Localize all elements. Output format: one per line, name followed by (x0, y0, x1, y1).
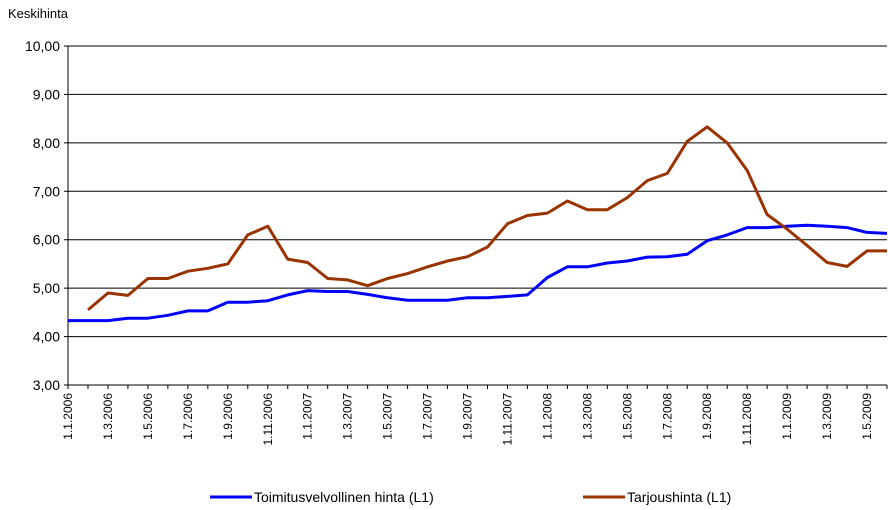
y-tick-label: 10,00 (25, 38, 60, 54)
legend-label: Toimitusvelvollinen hinta (L1) (254, 489, 434, 505)
x-tick-label: 1.9.2008 (700, 393, 714, 440)
x-tick-label: 1.9.2006 (221, 393, 235, 440)
y-tick-label: 5,00 (33, 280, 60, 296)
y-tick-label: 7,00 (33, 183, 60, 199)
x-tick-label: 1.5.2006 (141, 393, 155, 440)
x-tick-label: 1.3.2008 (580, 393, 594, 440)
x-tick-label: 1.3.2007 (341, 393, 355, 440)
x-tick-label: 1.3.2006 (101, 393, 115, 440)
x-tick-label: 1.7.2007 (421, 393, 435, 440)
x-tick-label: 1.9.2007 (461, 393, 475, 440)
x-tick-label: 1.1.2009 (780, 393, 794, 440)
x-tick-label: 1.5.2009 (860, 393, 874, 440)
x-tick-label: 1.3.2009 (820, 393, 834, 440)
x-tick-label: 1.7.2008 (660, 393, 674, 440)
x-tick-label: 1.7.2006 (181, 393, 195, 440)
x-tick-label: 1.11.2007 (500, 393, 514, 446)
x-tick-label: 1.5.2008 (620, 393, 634, 440)
x-tick-label: 1.1.2007 (301, 393, 315, 440)
y-tick-label: 8,00 (33, 135, 60, 151)
y-axis-title: Keskihinta (8, 6, 69, 21)
x-tick-label: 1.1.2006 (61, 393, 75, 440)
series-line (87, 125, 887, 312)
series-line (68, 223, 888, 323)
y-tick-label: 9,00 (33, 86, 60, 102)
legend-label: Tarjoushinta (L1) (627, 489, 731, 505)
x-tick-label: 1.1.2008 (540, 393, 554, 440)
x-tick-label: 1.11.2008 (740, 393, 754, 446)
y-tick-label: 4,00 (33, 329, 60, 345)
x-tick-label: 1.5.2007 (381, 393, 395, 440)
x-tick-label: 1.11.2006 (261, 393, 275, 446)
y-tick-label: 3,00 (33, 377, 60, 393)
y-tick-label: 6,00 (33, 232, 60, 248)
